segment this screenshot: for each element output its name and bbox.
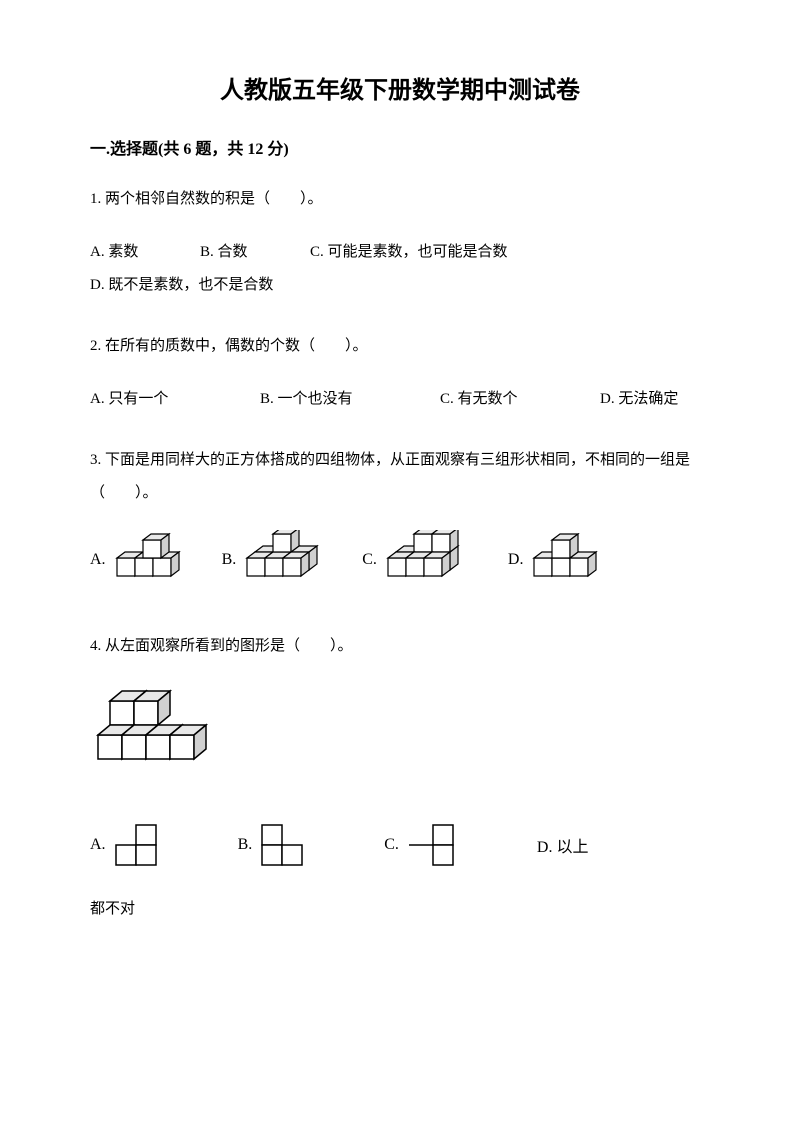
q1-opt-d: D. 既不是素数，也不是合数: [90, 269, 273, 302]
q3-options: A. B.: [90, 530, 710, 590]
q3-opt-a-label: A.: [90, 551, 106, 569]
q1-opt-c: C. 可能是素数，也可能是合数: [310, 236, 570, 269]
q3-figure-b: [242, 530, 332, 590]
q1-options: A. 素数 B. 合数 C. 可能是素数，也可能是合数 D. 既不是素数，也不是…: [90, 236, 710, 302]
q1-opt-b: B. 合数: [200, 236, 310, 269]
q2-text: 2. 在所有的质数中，偶数的个数（ ）。: [90, 330, 710, 363]
q2-opt-a: A. 只有一个: [90, 383, 260, 416]
q2-opt-d: D. 无法确定: [600, 383, 678, 416]
q4-text: 4. 从左面观察所看到的图形是（ ）。: [90, 630, 710, 663]
q3-text: 3. 下面是用同样大的正方体搭成的四组物体，从正面观察有三组形状相同，不相同的一…: [90, 444, 710, 510]
q3-opt-d-label: D.: [508, 551, 524, 569]
section-header: 一.选择题(共 6 题，共 12 分): [90, 135, 710, 159]
q4-opt-a-label: A.: [90, 836, 106, 854]
q3-opt-b-label: B.: [222, 551, 237, 569]
q3-figure-d: [529, 533, 609, 588]
q3-figure-c: [383, 530, 478, 590]
q2-opt-c: C. 有无数个: [440, 383, 600, 416]
q1-text: 1. 两个相邻自然数的积是（ ）。: [90, 183, 710, 216]
q2-options: A. 只有一个 B. 一个也没有 C. 有无数个 D. 无法确定: [90, 383, 710, 416]
page-title: 人教版五年级下册数学期中测试卷: [90, 70, 710, 105]
q4-figure-c: [407, 823, 457, 867]
q3-figure-a: [112, 530, 192, 590]
q4-tail: 都不对: [90, 897, 710, 918]
q4-main-figure: [90, 683, 710, 783]
q4-opt-d-label: D. 以上: [537, 833, 589, 857]
q4-opt-b-label: B.: [238, 836, 253, 854]
q3-opt-c-label: C.: [362, 551, 377, 569]
q4-figure-b: [260, 823, 304, 867]
q4-figure-a: [114, 823, 158, 867]
q1-opt-a: A. 素数: [90, 236, 200, 269]
q2-opt-b: B. 一个也没有: [260, 383, 440, 416]
q4-options: A. B. C. D. 以上: [90, 823, 710, 867]
q4-opt-c-label: C.: [384, 836, 399, 854]
